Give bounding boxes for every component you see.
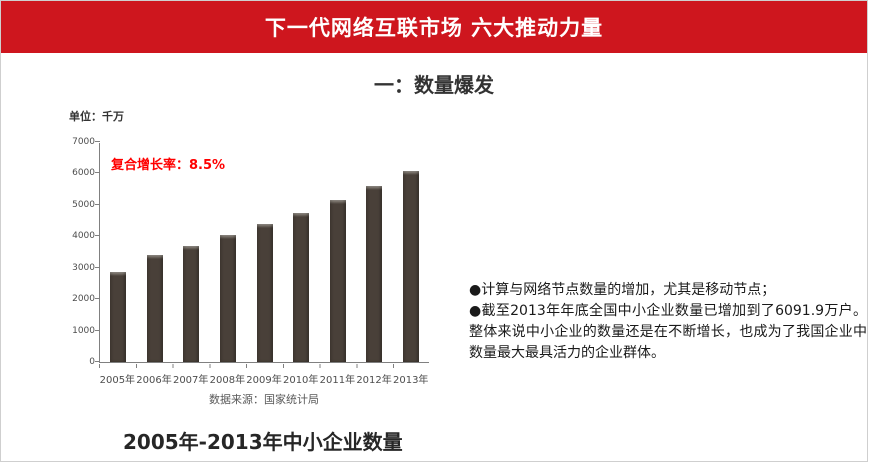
bar-2009年 [256,224,273,362]
growth-rate-annotation: 复合增长率：8.5% [111,158,226,173]
bar-slot-2005年 [100,143,137,362]
bullet-point-2: ●截至2013年年底全国中小企业数量已增加到了6091.9万户。整体来说中小企业… [469,303,867,361]
bar-2008年 [219,235,236,362]
bar-slot-2007年 [173,143,210,362]
y-axis-tick [95,361,100,362]
commentary-text-block: ●计算与网络节点数量的增加，尤其是移动节点； ●截至2013年年底全国中小企业数… [469,280,867,364]
bar-slot-2009年 [246,143,283,362]
chart-plot-area [95,141,430,363]
y-axis-labels: 0 1000 2000 3000 4000 5000 6000 7000 [63,138,95,367]
x-axis-label: 2006年 [136,375,172,386]
y-axis-tick [95,298,100,300]
y-axis-tick [95,141,100,142]
bar-2012年 [366,186,383,362]
x-axis-label: 2008年 [209,375,246,386]
x-axis-label: 2013年 [392,375,429,386]
y-axis-label: 7000 [72,137,95,147]
x-axis-label: 2005年 [99,375,136,386]
section-subtitle: 一：数量爆发 [374,73,494,97]
y-axis-label: 3000 [72,262,95,273]
bar-2010年 [293,213,310,362]
bar-slot-2011年 [319,143,356,362]
bar-slot-2008年 [210,143,247,362]
y-axis-label: 5000 [72,199,95,210]
bar-slot-2010年 [283,143,320,362]
bar-2013年 [402,170,419,362]
x-axis-label: 2007年 [172,375,209,386]
y-axis-label: 6000 [72,168,95,179]
x-axis-labels: 2005年 2006年 2007年 2008年 2009年 2010年 2011年 2012年… [99,371,429,386]
y-axis-tick [95,266,100,268]
x-axis-label: 2009年 [246,375,282,386]
y-axis-tick [95,235,100,237]
bar-2007年 [183,245,200,362]
y-axis-label: 2000 [72,294,95,305]
page-title: 下一代网络互联市场 六大推动力量 [264,16,604,40]
bullet-point-1: ●计算与网络节点数量的增加，尤其是移动节点； [469,282,776,298]
bar-slot-2006年 [137,143,174,362]
header-banner: 下一代网络互联市场 六大推动力量 [1,1,867,53]
data-source-label: 数据来源：国家统计局 [209,393,319,406]
chart-unit-label: 单位：千万 [69,110,124,123]
bar-2006年 [146,254,163,362]
bar-chart: 0 1000 2000 3000 4000 5000 6000 7000 2005年 2006年… [63,138,443,406]
x-axis-ticks [99,364,430,368]
y-axis-tick [95,203,100,205]
chart-title: 2005年-2013年中小企业数量 [123,430,403,454]
y-axis-label: 0 [89,357,95,367]
y-axis-label: 4000 [72,231,95,242]
x-axis-label: 2010年 [282,375,319,386]
y-axis-label: 1000 [72,325,95,336]
bar-2005年 [110,272,127,362]
bar-slot-2012年 [356,143,393,362]
bar-2011年 [329,199,346,362]
x-axis-label: 2012年 [356,375,392,386]
bar-slot-2013年 [393,143,430,362]
y-axis-tick [95,329,100,331]
y-axis-tick [95,172,100,174]
x-axis-label: 2011年 [319,375,356,386]
